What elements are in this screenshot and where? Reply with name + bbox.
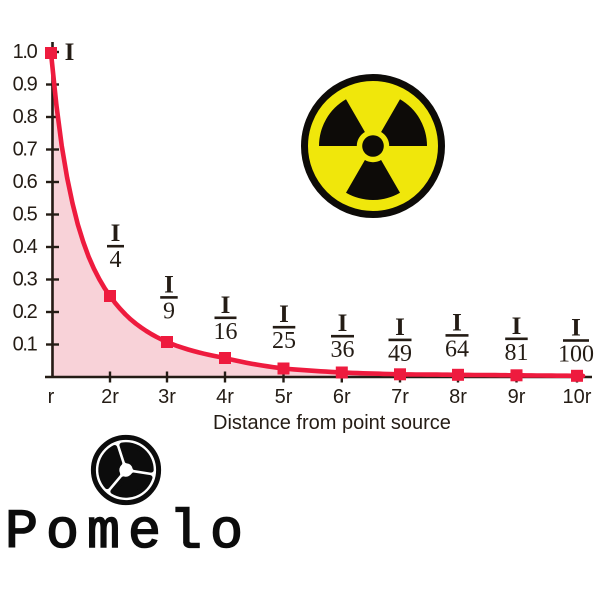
svg-text:4: 4	[110, 247, 122, 273]
svg-text:81: 81	[505, 340, 529, 366]
svg-text:I: I	[452, 309, 462, 336]
svg-text:I: I	[279, 301, 289, 328]
svg-text:I: I	[338, 310, 348, 337]
svg-text:10r: 10r	[563, 386, 592, 408]
svg-text:5r: 5r	[275, 386, 293, 408]
svg-text:I: I	[65, 39, 75, 66]
svg-text:9: 9	[163, 298, 175, 324]
svg-text:100: 100	[558, 342, 594, 368]
svg-text:16: 16	[214, 319, 238, 345]
svg-text:7r: 7r	[391, 386, 409, 408]
svg-text:0.6: 0.6	[13, 171, 38, 193]
svg-text:0.9: 0.9	[13, 73, 38, 95]
svg-text:6r: 6r	[333, 386, 351, 408]
svg-text:36: 36	[331, 337, 355, 363]
svg-text:I: I	[164, 271, 174, 298]
svg-text:I: I	[221, 292, 231, 319]
svg-text:I: I	[512, 313, 522, 340]
svg-text:I: I	[395, 314, 405, 341]
svg-text:3r: 3r	[158, 386, 176, 408]
svg-text:I: I	[111, 220, 121, 247]
svg-text:4r: 4r	[216, 386, 234, 408]
svg-text:0.2: 0.2	[13, 301, 38, 323]
svg-text:0.5: 0.5	[13, 203, 38, 225]
svg-text:Distance from point source: Distance from point source	[213, 412, 451, 434]
svg-text:0.8: 0.8	[13, 106, 38, 128]
svg-text:0.3: 0.3	[13, 268, 38, 290]
svg-text:0.1: 0.1	[13, 333, 38, 355]
svg-text:64: 64	[445, 336, 469, 362]
svg-text:I: I	[571, 315, 581, 342]
svg-text:2r: 2r	[101, 386, 119, 408]
svg-text:0.4: 0.4	[13, 236, 38, 258]
svg-text:8r: 8r	[449, 386, 467, 408]
svg-text:0.7: 0.7	[13, 138, 38, 160]
svg-text:49: 49	[388, 341, 412, 367]
svg-text:r: r	[48, 386, 55, 408]
svg-text:1.0: 1.0	[13, 41, 38, 63]
svg-text:Pomelo: Pomelo	[5, 501, 251, 564]
svg-text:25: 25	[272, 328, 296, 354]
svg-text:9r: 9r	[508, 386, 526, 408]
